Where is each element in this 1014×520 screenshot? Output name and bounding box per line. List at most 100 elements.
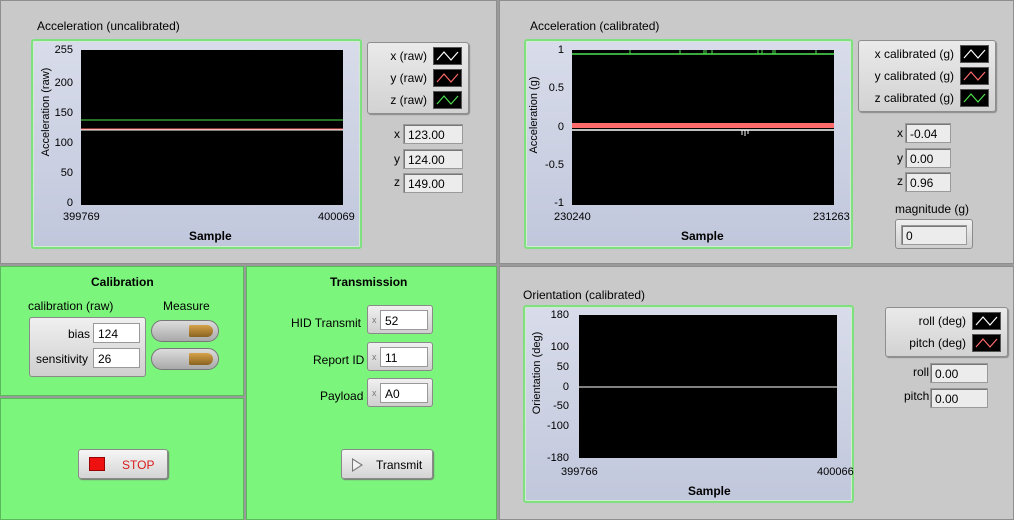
legend-swatch: [960, 45, 989, 63]
legend-label: z calibrated (g): [874, 91, 954, 105]
legend-swatch: [433, 47, 462, 65]
accel-cal-panel: Acceleration (calibrated) Acceleration (…: [499, 0, 1014, 264]
accel-cal-traces: [572, 50, 834, 136]
legend-swatch: [972, 312, 1001, 330]
payload-label: Payload: [320, 389, 364, 403]
y-tick: -100: [546, 420, 569, 432]
hid-transmit-label: HID Transmit: [291, 316, 362, 330]
y-tick: 180: [550, 309, 569, 321]
calibration-group-label: calibration (raw): [28, 299, 114, 313]
orientation-graph[interactable]: Orientation (deg) 180 100 50 0 -50 -100 …: [523, 305, 854, 503]
measure-bias-button[interactable]: [151, 320, 219, 342]
report-id-control[interactable]: x 11: [367, 342, 433, 371]
legend-label: y calibrated (g): [874, 69, 954, 83]
legend-item: roll (deg): [919, 312, 1001, 330]
x-min-tick: 230240: [554, 211, 591, 223]
z-raw-label: z: [394, 175, 400, 189]
transmission-title: Transmission: [330, 275, 408, 289]
y-tick: 1: [557, 44, 564, 56]
accel-raw-panel: Acceleration (uncalibrated) Acceleration…: [0, 0, 497, 264]
stop-button[interactable]: STOP: [78, 449, 168, 479]
orientation-legend[interactable]: roll (deg) pitch (deg): [885, 307, 1008, 357]
magnitude-label: magnitude (g): [895, 202, 970, 216]
y-cal-indicator: 0.00: [905, 148, 951, 168]
report-id-input[interactable]: 11: [380, 347, 428, 367]
legend-item: z calibrated (g): [875, 89, 989, 107]
payload-control[interactable]: x A0: [367, 378, 433, 407]
accel-cal-plot-area: [572, 50, 834, 205]
orientation-ylabel: Orientation (deg): [531, 331, 543, 415]
accel-raw-graph[interactable]: Acceleration (raw) 255 200 150 100 50 0 …: [31, 39, 362, 249]
pitch-indicator: 0.00: [930, 388, 988, 408]
x-max-tick: 400069: [318, 211, 355, 223]
payload-input[interactable]: A0: [380, 383, 428, 403]
led-indicator-icon: [189, 325, 213, 337]
roll-indicator: 0.00: [930, 363, 988, 383]
x-min-tick: 399769: [63, 211, 100, 223]
y-tick: 0: [66, 197, 73, 209]
accel-cal-legend[interactable]: x calibrated (g) y calibrated (g) z cali…: [858, 40, 996, 112]
x-cal-indicator: -0.04: [905, 123, 951, 143]
transmit-label: Transmit: [376, 458, 423, 472]
orientation-title: Orientation (calibrated): [523, 288, 646, 302]
legend-item: pitch (deg): [909, 334, 1001, 352]
y-tick: 50: [556, 361, 569, 373]
y-tick: 0: [562, 381, 569, 393]
hid-transmit-control[interactable]: x 52: [367, 305, 433, 334]
stop-label: STOP: [122, 458, 155, 472]
z-cal-label: z: [897, 174, 903, 188]
roll-label: roll: [913, 365, 930, 379]
accel-cal-title: Acceleration (calibrated): [530, 19, 660, 33]
y-cal-trace: [572, 123, 834, 128]
calibration-cluster: bias 124 sensitivity 26: [29, 317, 146, 377]
bias-input[interactable]: 124: [93, 323, 140, 343]
y-tick: 100: [54, 137, 73, 149]
radix-indicator[interactable]: x: [372, 388, 377, 398]
accel-raw-xlabel: Sample: [189, 229, 232, 243]
y-tick: 100: [550, 341, 569, 353]
legend-item: y calibrated (g): [875, 67, 989, 85]
accel-raw-title: Acceleration (uncalibrated): [37, 19, 180, 33]
accel-raw-legend[interactable]: x (raw) y (raw) z (raw): [367, 42, 469, 114]
transmission-panel: Transmission HID Transmit x 52 Report ID…: [246, 266, 497, 520]
x-raw-indicator: 123.00: [403, 124, 463, 144]
stop-panel: STOP: [0, 398, 244, 520]
legend-label: z (raw): [390, 93, 427, 107]
y-cal-label: y: [897, 151, 903, 165]
y-tick: -1: [554, 197, 564, 209]
sensitivity-input[interactable]: 26: [93, 348, 140, 368]
sensitivity-label: sensitivity: [36, 352, 89, 366]
pitch-label: pitch: [904, 389, 930, 403]
accel-cal-ylabel: Acceleration (g): [528, 76, 540, 154]
legend-label: x (raw): [390, 49, 427, 63]
orientation-panel: Orientation (calibrated) Orientation (de…: [499, 266, 1014, 520]
measure-label: Measure: [163, 299, 210, 313]
x-max-tick: 400066: [817, 466, 854, 478]
y-raw-indicator: 124.00: [403, 149, 463, 169]
led-indicator-icon: [189, 353, 213, 365]
orientation-plot-area: [579, 315, 837, 458]
z-raw-indicator: 149.00: [403, 173, 463, 193]
hid-transmit-input[interactable]: 52: [380, 310, 428, 330]
y-tick: 200: [54, 77, 73, 89]
legend-swatch: [433, 91, 462, 109]
transmit-button[interactable]: Transmit: [341, 449, 433, 479]
legend-item: y (raw): [390, 69, 462, 87]
measure-sensitivity-button[interactable]: [151, 348, 219, 370]
magnitude-frame: 0: [895, 219, 973, 249]
accel-raw-traces: [81, 119, 343, 131]
radix-indicator[interactable]: x: [372, 352, 377, 362]
y-tick: 150: [54, 107, 73, 119]
radix-indicator[interactable]: x: [372, 315, 377, 325]
x-cal-label: x: [897, 126, 903, 140]
calibration-title: Calibration: [91, 275, 154, 289]
legend-swatch: [960, 67, 989, 85]
legend-label: roll (deg): [918, 314, 966, 328]
magnitude-indicator: 0: [901, 225, 967, 245]
report-id-label: Report ID: [313, 353, 365, 367]
legend-swatch: [433, 69, 462, 87]
accel-cal-graph[interactable]: Acceleration (g) 1 0.5 0 -0.5 -1: [524, 39, 853, 249]
y-tick: 50: [60, 167, 73, 179]
y-tick: 0: [557, 121, 564, 133]
legend-item: x (raw): [390, 47, 462, 65]
